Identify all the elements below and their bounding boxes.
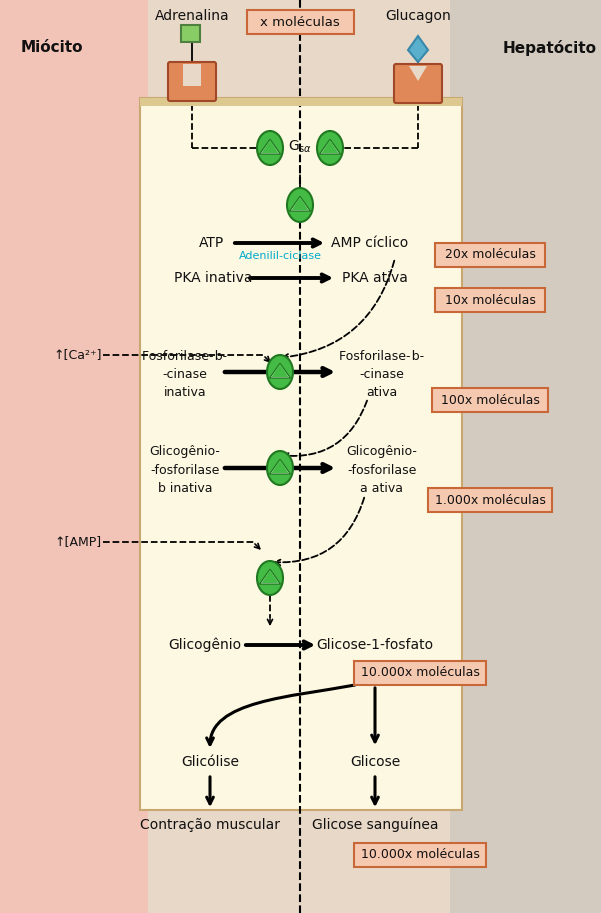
Text: Glicose: Glicose bbox=[350, 755, 400, 769]
Bar bbox=[450, 0, 601, 913]
Text: Glicogênio: Glicogênio bbox=[168, 638, 242, 652]
FancyBboxPatch shape bbox=[354, 843, 486, 867]
Polygon shape bbox=[272, 364, 288, 377]
Text: x moléculas: x moléculas bbox=[260, 16, 340, 28]
FancyBboxPatch shape bbox=[428, 488, 552, 512]
Polygon shape bbox=[260, 140, 281, 154]
Polygon shape bbox=[409, 66, 427, 81]
Polygon shape bbox=[291, 197, 308, 210]
FancyBboxPatch shape bbox=[435, 288, 545, 312]
Text: PKA inativa: PKA inativa bbox=[174, 271, 252, 285]
Polygon shape bbox=[261, 570, 278, 583]
Text: Miócito: Miócito bbox=[21, 40, 84, 56]
FancyBboxPatch shape bbox=[354, 661, 486, 685]
Text: PKA ativa: PKA ativa bbox=[342, 271, 408, 285]
Polygon shape bbox=[261, 140, 278, 153]
Polygon shape bbox=[260, 570, 281, 584]
Ellipse shape bbox=[287, 188, 313, 222]
Ellipse shape bbox=[267, 451, 293, 485]
Bar bbox=[183, 64, 201, 86]
Text: ↑[AMP]: ↑[AMP] bbox=[55, 536, 102, 549]
Polygon shape bbox=[270, 363, 290, 378]
Text: Fosforilase- b-
-cinase
inativa: Fosforilase- b- -cinase inativa bbox=[142, 350, 228, 398]
Text: G$_{\mathsf{s}\alpha}$: G$_{\mathsf{s}\alpha}$ bbox=[288, 139, 312, 155]
FancyBboxPatch shape bbox=[168, 62, 216, 101]
Text: 10.000x moléculas: 10.000x moléculas bbox=[361, 848, 480, 862]
FancyBboxPatch shape bbox=[246, 10, 353, 34]
Ellipse shape bbox=[317, 131, 343, 165]
Text: 100x moléculas: 100x moléculas bbox=[441, 394, 540, 406]
Bar bbox=[0, 0, 148, 913]
Polygon shape bbox=[320, 140, 340, 154]
Ellipse shape bbox=[257, 561, 283, 595]
FancyBboxPatch shape bbox=[435, 243, 545, 267]
Text: Glucagon: Glucagon bbox=[385, 9, 451, 23]
Text: 10.000x moléculas: 10.000x moléculas bbox=[361, 666, 480, 679]
Text: 10x moléculas: 10x moléculas bbox=[445, 293, 535, 307]
FancyBboxPatch shape bbox=[432, 388, 548, 412]
Polygon shape bbox=[290, 196, 310, 211]
Polygon shape bbox=[272, 460, 288, 473]
FancyBboxPatch shape bbox=[394, 64, 442, 103]
Text: ↑[Ca²⁺]: ↑[Ca²⁺] bbox=[53, 349, 102, 362]
Bar bbox=[140, 98, 462, 810]
Text: ATP: ATP bbox=[200, 236, 225, 250]
Ellipse shape bbox=[267, 355, 293, 389]
Text: Glicogênio-
-fosforilase
b inativa: Glicogênio- -fosforilase b inativa bbox=[150, 446, 221, 495]
Text: Hepatócito: Hepatócito bbox=[503, 40, 597, 56]
Polygon shape bbox=[322, 140, 338, 153]
Bar bbox=[148, 0, 450, 913]
Text: Glicose-1-fosfato: Glicose-1-fosfato bbox=[317, 638, 433, 652]
Text: Glicogênio-
-fosforilase
a ativa: Glicogênio- -fosforilase a ativa bbox=[347, 446, 418, 495]
Polygon shape bbox=[408, 36, 428, 62]
Text: AMP cíclico: AMP cíclico bbox=[331, 236, 409, 250]
FancyBboxPatch shape bbox=[181, 25, 200, 42]
Text: Fosforilase- b-
-cinase
ativa: Fosforilase- b- -cinase ativa bbox=[340, 350, 424, 398]
Text: Glicólise: Glicólise bbox=[181, 755, 239, 769]
FancyArrowPatch shape bbox=[207, 685, 355, 745]
Text: Adenilil-ciclase: Adenilil-ciclase bbox=[239, 251, 322, 261]
Text: Adrenalina: Adrenalina bbox=[154, 9, 230, 23]
Text: 20x moléculas: 20x moléculas bbox=[445, 248, 535, 261]
Text: Contração muscular: Contração muscular bbox=[140, 818, 280, 832]
Bar bbox=[140, 98, 462, 106]
Text: Glicose sanguínea: Glicose sanguínea bbox=[312, 818, 438, 833]
Text: 1.000x moléculas: 1.000x moléculas bbox=[435, 494, 546, 507]
Ellipse shape bbox=[257, 131, 283, 165]
Polygon shape bbox=[270, 459, 290, 474]
